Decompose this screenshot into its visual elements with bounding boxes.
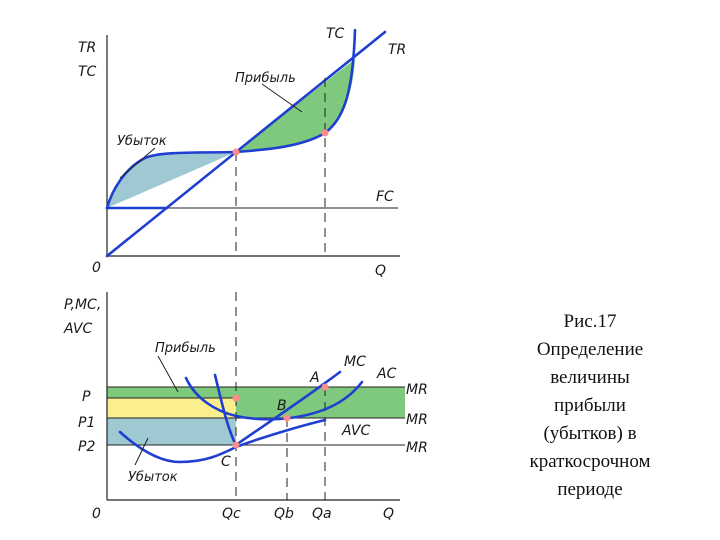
point-a-label: A [309,370,320,386]
loss-label-bottom: Убыток [128,470,178,485]
caption-line-6: краткосрочном [529,451,651,472]
avc-curve [118,418,327,464]
profit-leader-bottom [157,355,179,393]
breakeven-point-top [232,148,240,156]
bottom-chart: P,MC, AVC 0 Q P P1 P2 MR MR MR MC AC AVC… [63,292,428,522]
caption-line-1: Рис.17 [563,311,617,332]
point-a [321,383,329,391]
profit-band-bottom [107,387,405,398]
mr-label-p2: MR [406,440,428,456]
bottom-x-axis-label: Q [383,506,394,522]
loss-leader-bottom [134,437,149,466]
price-label-p1: P1 [78,415,95,431]
caption-line-3: величины [550,367,630,388]
loss-band-bottom [107,418,236,445]
top-y-label-tr: TR [78,40,96,56]
ac-curve [184,376,364,421]
mr-label-p: MR [406,382,428,398]
point-b-label: B [277,398,287,414]
bottom-y-label-1: P,MC, [64,297,101,313]
mc-curve [213,370,342,447]
profit-label-bottom: Прибыль [155,341,216,356]
loss-leader-top [119,147,156,179]
caption-line-2: Определение [536,339,644,360]
price-label-p2: P2 [78,439,95,455]
bottom-origin-label: 0 [92,506,101,522]
tc-curve-label: TC [326,26,345,42]
mc-curve-label: MC [344,354,366,370]
loss-label-top: Убыток [117,134,167,149]
q-label-qc: Qc [222,506,241,522]
caption-line-5: (убытков) в [543,423,637,444]
top-chart: TR TC 0 Q TC TR FC Прибыль Убыток [78,26,406,279]
profit-band-bottom-right [236,398,405,418]
q-label-qb: Qb [274,506,294,522]
breakeven-band [107,398,236,418]
bottom-y-label-2: AVC [63,321,92,337]
loss-area-top [107,152,236,208]
ac-curve-label: AC [376,366,397,382]
avc-curve-label: AVC [341,423,370,439]
fc-line-label: FC [376,189,394,205]
mr-label-p1: MR [406,412,428,428]
profit-leader-top [261,83,303,113]
top-origin-label: 0 [92,260,101,276]
tr-line-label: TR [388,42,406,58]
profit-label-top: Прибыль [235,71,296,86]
point-b [283,414,291,422]
max-profit-point-top [321,129,329,137]
figure-caption: Рис.17 Определение величины прибыли (убы… [500,308,680,504]
point-c [232,441,240,449]
point-breakeven [232,394,240,402]
price-label-p: P [82,389,91,405]
tr-line [105,30,387,258]
top-x-axis-label: Q [375,263,386,279]
top-y-label-tc: TC [78,64,97,80]
caption-line-7: периоде [557,479,623,500]
q-label-qa: Qa [312,506,332,522]
caption-line-4: прибыли [554,395,626,416]
point-c-label: C [221,454,231,470]
